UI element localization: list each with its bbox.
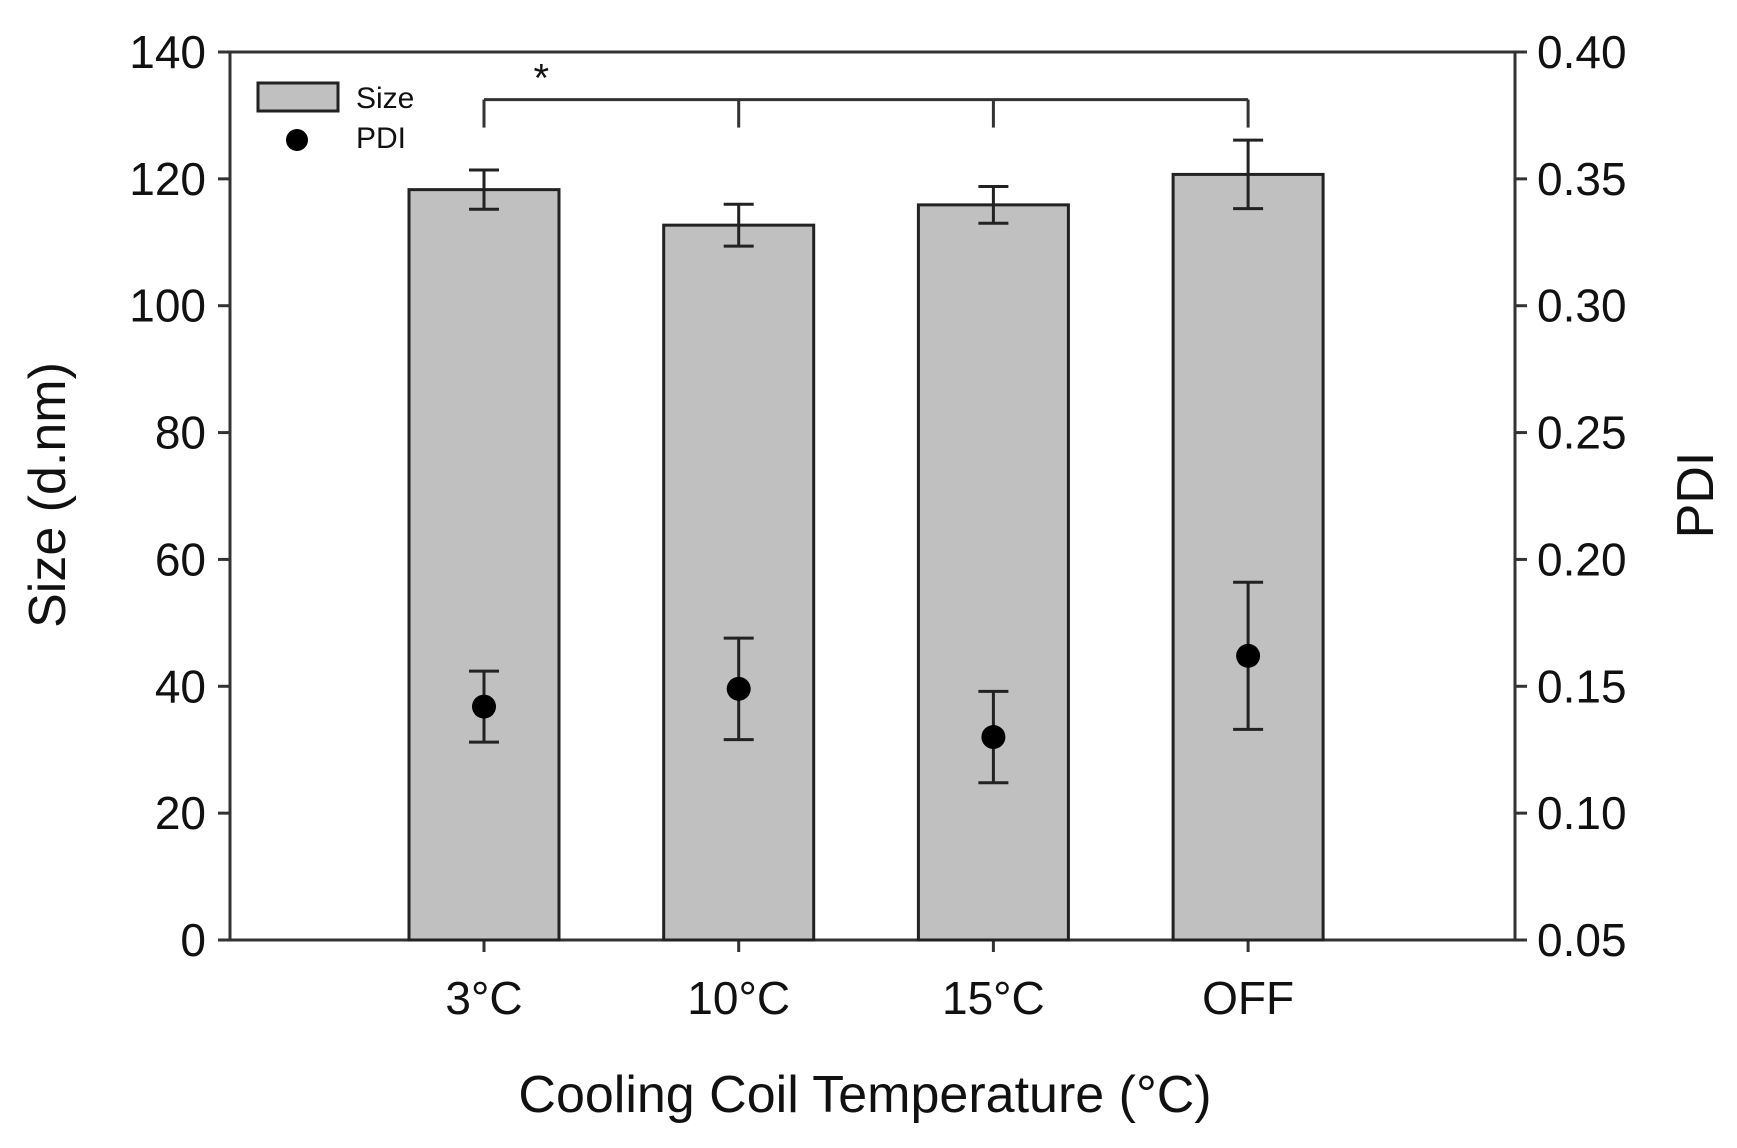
y2-tick-label: 0.40: [1537, 26, 1627, 78]
y-tick-label: 0: [180, 914, 206, 966]
pdi-point: [472, 694, 496, 719]
pdi-point: [726, 676, 751, 701]
x-tick-label: 3°C: [445, 972, 522, 1024]
legend-size-swatch: [256, 81, 340, 113]
axes: 0 20 40 60 80 100 120 140 0.05 0.10 0.15 0.20 0.25 0.…: [129, 26, 1626, 1024]
annotations: *: [482, 57, 1250, 128]
legend-size-label: Size: [356, 82, 414, 115]
y-tick-label: 100: [129, 280, 206, 332]
legend-pdi-marker: [286, 129, 308, 151]
y-tick-label: 20: [155, 787, 206, 839]
y-tick-label: 60: [155, 533, 206, 585]
y-tick-label: 140: [129, 26, 206, 78]
y2-axis-title: PDI: [1667, 452, 1725, 539]
significance-star: *: [534, 57, 550, 101]
pdi-points: [469, 580, 1264, 785]
y-tick-label: 40: [155, 660, 206, 712]
pdi-point: [981, 725, 1006, 750]
y-tick-label: 120: [129, 153, 206, 205]
size-bars: [407, 138, 1325, 942]
size-bar: [662, 223, 816, 942]
y2-tick-label: 0.30: [1537, 280, 1627, 332]
y2-tick-label: 0.15: [1537, 660, 1627, 712]
size-bar: [916, 203, 1070, 942]
y2-tick-label: 0.35: [1537, 153, 1627, 205]
x-tick-label: 10°C: [687, 972, 790, 1024]
x-axis-title: Cooling Coil Temperature (°C): [518, 1066, 1211, 1124]
size-bar: [1171, 172, 1325, 942]
y2-tick-label: 0.10: [1537, 787, 1627, 839]
y2-tick-label: 0.05: [1537, 914, 1627, 966]
y2-tick-label: 0.20: [1537, 533, 1627, 585]
y2-tick-label: 0.25: [1537, 407, 1627, 459]
y-tick-label: 80: [155, 407, 206, 459]
x-tick-label: 15°C: [942, 972, 1045, 1024]
pdi-point: [1236, 643, 1261, 668]
y-axis-title: Size (d.nm): [19, 362, 77, 628]
size-bar: [407, 188, 561, 942]
legend: Size PDI: [256, 81, 414, 155]
legend-pdi-label: PDI: [356, 122, 406, 155]
x-tick-label: OFF: [1202, 972, 1294, 1024]
